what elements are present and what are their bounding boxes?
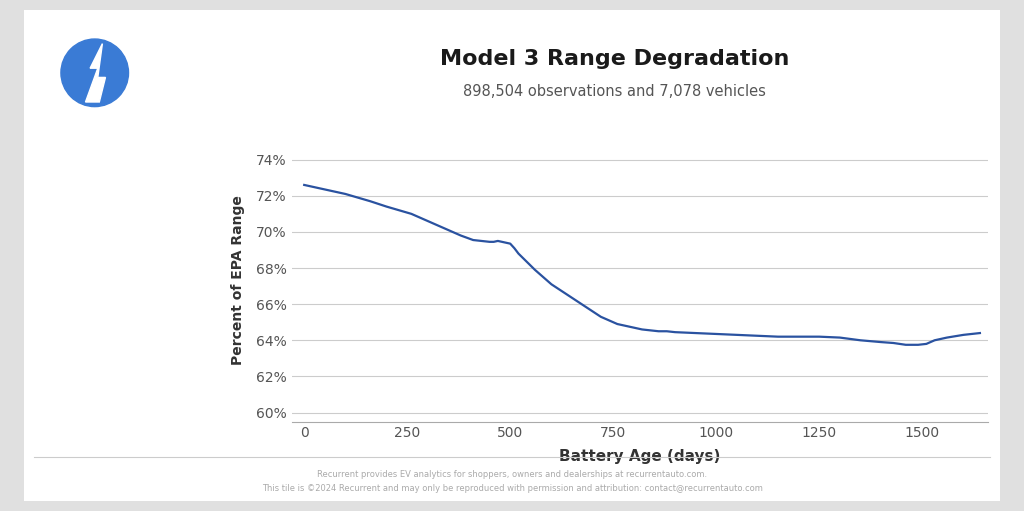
Text: Recurrent provides EV analytics for shoppers, owners and dealerships at recurren: Recurrent provides EV analytics for shop… xyxy=(317,470,707,479)
Circle shape xyxy=(60,39,129,107)
Y-axis label: Percent of EPA Range: Percent of EPA Range xyxy=(231,195,245,365)
Text: 898,504 observations and 7,078 vehicles: 898,504 observations and 7,078 vehicles xyxy=(463,84,766,100)
Text: Model 3 Range Degradation: Model 3 Range Degradation xyxy=(439,49,790,69)
Text: This tile is ©2024 Recurrent and may only be reproduced with permission and attr: This tile is ©2024 Recurrent and may onl… xyxy=(261,483,763,493)
Polygon shape xyxy=(86,43,105,102)
X-axis label: Battery Age (days): Battery Age (days) xyxy=(559,449,721,464)
